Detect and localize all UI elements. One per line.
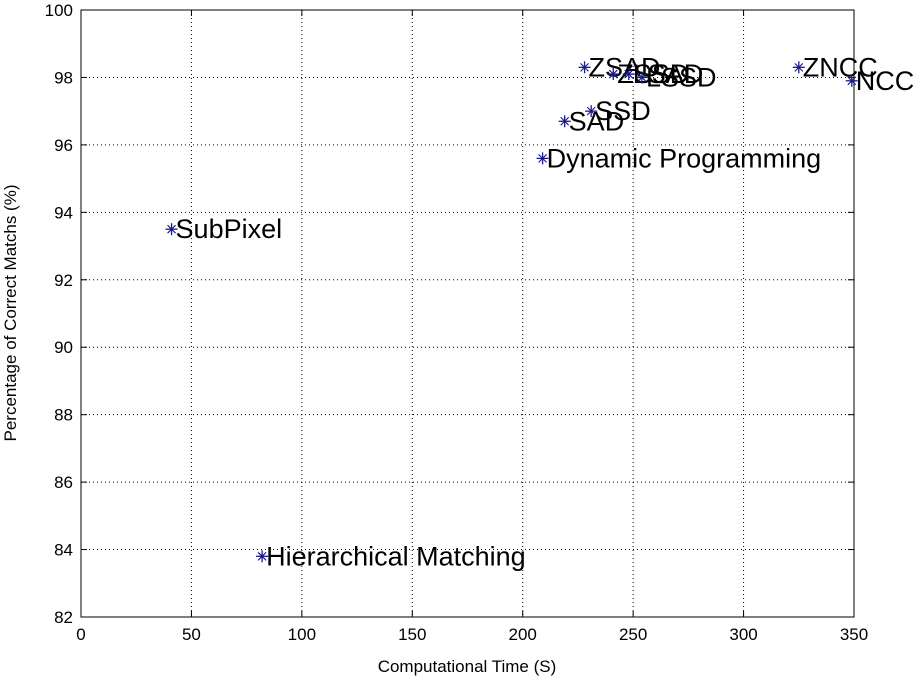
data-point [256, 550, 269, 563]
y-axis: 82 84 86 88 90 92 94 96 98 100 [45, 1, 854, 627]
x-tick-label: 250 [619, 625, 647, 644]
point-label: NCC [856, 66, 915, 96]
data-point [536, 152, 549, 165]
point-label: Dynamic Programming [547, 143, 822, 173]
plot-area [81, 10, 854, 617]
y-tick-label: 92 [54, 271, 73, 290]
y-tick-label: 94 [54, 203, 73, 222]
point-label: ZNCC [803, 52, 878, 82]
plot-frame [80, 9, 855, 618]
x-axis-title: Computational Time (S) [378, 657, 557, 676]
y-tick-label: 100 [45, 1, 73, 20]
data-point [845, 74, 858, 87]
y-tick-label: 88 [54, 406, 73, 425]
data-point [578, 61, 591, 74]
x-tick-label: 50 [182, 625, 201, 644]
point-label: SubPixel [176, 214, 283, 244]
x-tick-label: 100 [288, 625, 316, 644]
x-axis: 0 50 100 150 200 250 300 350 [76, 10, 868, 644]
point-label: ZSAD [589, 52, 661, 82]
data-point [558, 115, 571, 128]
grid-lines [81, 10, 854, 617]
x-tick-label: 200 [509, 625, 537, 644]
data-point [792, 61, 805, 74]
y-tick-label: 86 [54, 473, 73, 492]
data-point [165, 223, 178, 236]
y-tick-label: 84 [54, 541, 73, 560]
point-label: LSSD [646, 62, 717, 92]
x-tick-label: 350 [840, 625, 868, 644]
y-tick-label: 82 [54, 608, 73, 627]
y-tick-label: 98 [54, 68, 73, 87]
x-tick-label: 0 [76, 625, 85, 644]
y-tick-label: 96 [54, 136, 73, 155]
data-point [585, 105, 598, 118]
x-tick-label: 300 [729, 625, 757, 644]
data-points: SubPixel Hierarchical Matching Dynamic Pro… [165, 52, 915, 571]
x-tick-label: 150 [398, 625, 426, 644]
point-label: SSD [595, 96, 651, 126]
y-axis-title: Percentage of Correct Matchs (%) [1, 185, 20, 442]
y-tick-label: 90 [54, 338, 73, 357]
data-point [622, 68, 635, 81]
data-point [635, 71, 648, 84]
data-point [607, 68, 620, 81]
point-label: Hierarchical Matching [266, 541, 526, 571]
point-label: LSAD [633, 59, 704, 89]
